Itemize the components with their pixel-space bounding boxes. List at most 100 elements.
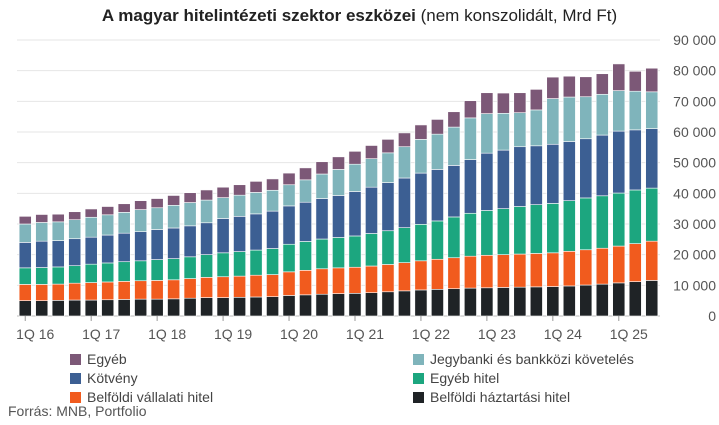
bar-segment [101, 234, 115, 264]
bar-segment [183, 297, 197, 317]
bar-segment [332, 169, 345, 196]
bar-segment [249, 181, 263, 193]
bar-segment [447, 257, 461, 290]
bar-segment [233, 216, 246, 252]
bar-segment [84, 282, 98, 301]
bar-segment [431, 169, 444, 222]
bar-segment [348, 163, 362, 192]
bar-segment [628, 129, 642, 191]
bar-segment [348, 266, 362, 294]
bar-segment [579, 284, 593, 317]
bar-segment [562, 96, 576, 142]
x-tick-label: 1Q 21 [346, 326, 384, 342]
bar-segment [480, 113, 494, 154]
legend-swatch [70, 373, 81, 384]
bar-segment [463, 159, 477, 214]
bar-segment [562, 75, 576, 98]
bar-segment [628, 70, 642, 92]
bar-segment [150, 207, 164, 230]
bar-segment [645, 240, 659, 281]
bar-segment [266, 248, 279, 275]
bar-segment [117, 281, 131, 300]
source-note: Forrás: MNB, Portfolio [8, 403, 147, 419]
bar-segment [381, 264, 395, 293]
bar-segment [431, 119, 444, 135]
bar-segment [595, 247, 609, 285]
bar-segment [612, 63, 626, 91]
bar-segment [150, 198, 164, 209]
bar-segment [101, 214, 115, 236]
chart-title-bold: A magyar hitelintézeti szektor eszközei [101, 6, 416, 25]
bar-segment [167, 195, 181, 206]
bar-segment [35, 267, 49, 285]
bar-segment [233, 194, 246, 217]
bar-segment [68, 265, 82, 284]
bar-segment [101, 281, 115, 301]
bar-segment [595, 134, 609, 197]
bar-segment [68, 282, 82, 301]
bar-segment [612, 130, 626, 194]
bar-segment [200, 222, 214, 255]
bar-segment [431, 258, 444, 290]
bar-segment [414, 124, 428, 140]
bar-segment [315, 293, 329, 317]
legend-item-haztartasi: Belföldi háztartási hitel [413, 388, 570, 406]
bar-segment [579, 76, 593, 98]
bar-segment [480, 254, 494, 289]
bar-segment [134, 200, 148, 210]
legend-swatch [413, 392, 424, 403]
bar-segment [18, 242, 32, 269]
legend-swatch [70, 354, 81, 365]
bar-segment [167, 227, 181, 259]
legend-swatch [413, 373, 424, 384]
bar-segment [18, 284, 32, 301]
y-tick-label: 40 000 [673, 185, 716, 201]
bar-segment [529, 109, 543, 147]
y-tick-label: 10 000 [673, 277, 716, 293]
bar-segment [167, 279, 181, 300]
bar-segment [167, 258, 181, 281]
bar-segment [249, 249, 263, 276]
bar-segment [562, 285, 576, 317]
bar-segment [645, 128, 659, 189]
bar-segment [645, 67, 659, 93]
bar-segment [513, 112, 527, 148]
bar-segment [249, 296, 263, 317]
bar-segment [381, 139, 395, 154]
bar-segment [595, 73, 609, 95]
bar-segment [365, 292, 378, 317]
bar-segment [595, 93, 609, 136]
bar-segment [233, 296, 246, 317]
bar-segment [628, 243, 642, 282]
bar-segment [84, 263, 98, 283]
bar-segment [200, 297, 214, 317]
legend-label: Jegybanki és bankközi követelés [430, 351, 634, 367]
x-tick-label: 1Q 22 [412, 326, 450, 342]
y-tick-label: 60 000 [673, 124, 716, 140]
bar-segment [68, 238, 82, 267]
legend-label: Belföldi háztartási hitel [430, 389, 571, 405]
bar-segment [463, 255, 477, 289]
bar-segment [84, 236, 98, 265]
bar-segment [381, 291, 395, 317]
bar-segment [628, 281, 642, 317]
bar-segment [381, 152, 395, 183]
bar-segment [365, 186, 378, 234]
bar-segment [117, 261, 131, 282]
bar-segment [348, 191, 362, 237]
bar-segment [595, 283, 609, 317]
bar-segment [299, 167, 312, 181]
bar-segment [282, 295, 296, 317]
bar-segment [101, 206, 115, 216]
bar-segment [315, 268, 329, 295]
bar-segment [447, 165, 461, 218]
bar-segment [332, 293, 345, 317]
bar-segment [299, 241, 312, 271]
bar-segment [496, 254, 510, 288]
bar-segment [529, 253, 543, 288]
bar-segment [233, 251, 246, 277]
bar-segment [117, 203, 131, 213]
bar-segment [266, 178, 279, 191]
bar-segment [35, 214, 49, 223]
bar-segment [117, 232, 131, 263]
